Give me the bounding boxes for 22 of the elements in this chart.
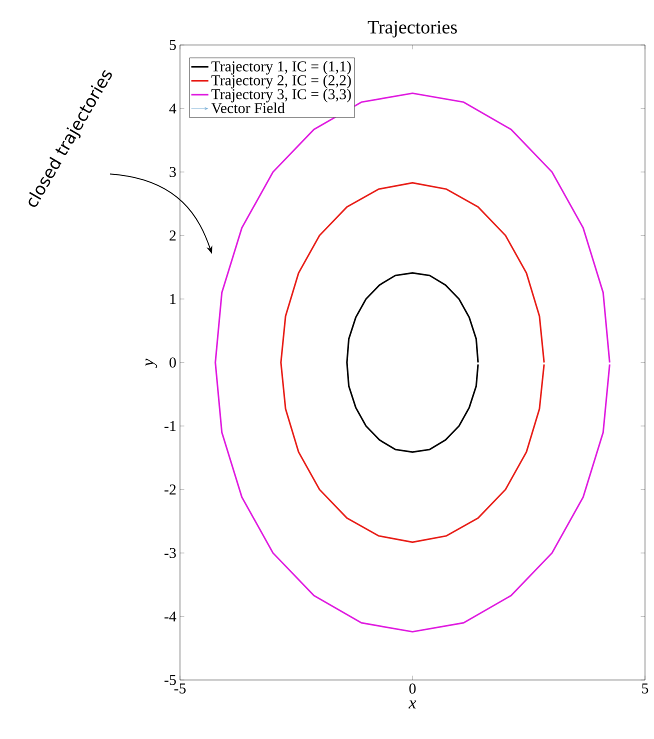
y-tick-label: 3 (170, 166, 176, 178)
y-tick-label: 4 (169, 104, 176, 114)
legend-label: Trajectory 1, IC = (1,1) (211, 60, 351, 75)
y-tick-label: 1 (170, 294, 176, 304)
y-tick-label: -2 (164, 484, 176, 494)
y-tick-label: 5 (170, 40, 176, 50)
x-tick-label: 0 (409, 684, 416, 694)
x-axis-title: x (408, 700, 416, 708)
y-tick-label: -5 (164, 675, 176, 685)
legend-label: Vector Field (211, 102, 285, 114)
legend-label: Trajectory 3, IC = (3,3) (211, 88, 351, 102)
line-series (280, 182, 545, 544)
chart-title: Trajectories (368, 20, 457, 38)
x-tick-label: 5 (642, 684, 648, 694)
y-tick-label: -4 (164, 612, 176, 622)
y-tick-label: -3 (164, 548, 176, 558)
y-tick-label: 0 (170, 357, 176, 368)
line-series (346, 272, 479, 453)
y-tick-label: -1 (164, 421, 176, 431)
y-tick-label: 2 (170, 230, 176, 240)
legend-label: Trajectory 2, IC = (2,2) (211, 74, 351, 88)
y-axis-title: y (146, 358, 158, 368)
